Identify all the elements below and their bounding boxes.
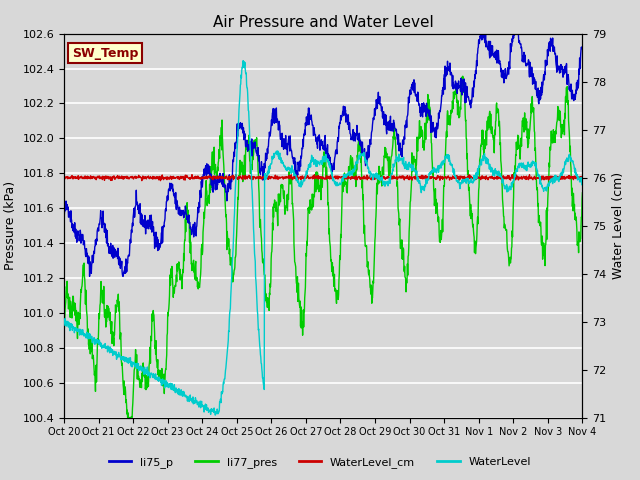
Y-axis label: Water Level (cm): Water Level (cm) bbox=[612, 172, 625, 279]
Title: Air Pressure and Water Level: Air Pressure and Water Level bbox=[213, 15, 433, 30]
Text: SW_Temp: SW_Temp bbox=[72, 47, 138, 60]
Y-axis label: Pressure (kPa): Pressure (kPa) bbox=[4, 181, 17, 270]
Legend: li75_p, li77_pres, WaterLevel_cm, WaterLevel: li75_p, li77_pres, WaterLevel_cm, WaterL… bbox=[104, 452, 536, 472]
